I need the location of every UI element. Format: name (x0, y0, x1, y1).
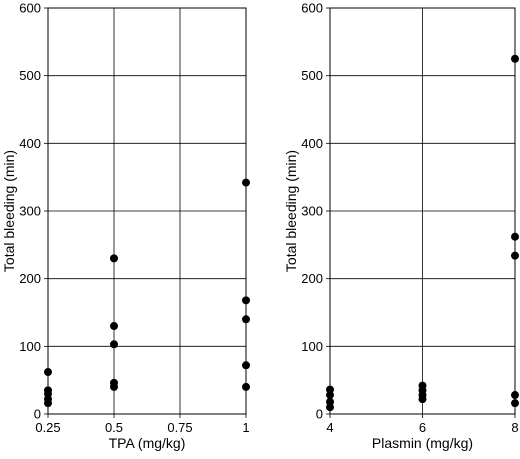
tpa-y-tick-label: 400 (19, 136, 41, 151)
plasmin-y-tick-label: 500 (301, 68, 323, 83)
tpa-data-point (110, 340, 118, 349)
tpa-data-point (110, 322, 118, 331)
plasmin-plot-frame (329, 7, 516, 415)
tpa-y-tick-label: 600 (19, 1, 41, 16)
tpa-y-tick-label: 500 (19, 68, 41, 83)
plasmin-data-point (511, 391, 519, 400)
tpa-data-point (242, 361, 250, 370)
plasmin-data-point (418, 395, 427, 404)
tpa-data-point (44, 399, 52, 408)
tpa-data-point (242, 382, 250, 391)
tpa-data-point (242, 315, 250, 324)
tpa-y-axis-label: Total bleeding (min) (1, 150, 17, 272)
tpa-y-tick-label: 100 (19, 339, 41, 354)
plasmin-scatter-panel: 0 100 200 300 400 500 600 4 6 8 Plasmin (mg/kg) Tot… (283, 1, 519, 451)
tpa-data-point (110, 382, 118, 391)
plasmin-y-tick-label: 400 (301, 136, 323, 151)
tpa-data-point (110, 254, 118, 263)
plasmin-x-tick-label: 6 (419, 420, 426, 435)
plasmin-data-point (511, 232, 519, 241)
tpa-scatter-panel: 0 100 200 300 400 500 600 0.25 0.5 0.75 1 TPA (mg/k… (1, 1, 250, 451)
plasmin-data-point (511, 399, 519, 408)
plasmin-data-point (511, 251, 519, 260)
tpa-data-point (242, 296, 250, 305)
tpa-data-point (44, 368, 52, 377)
plasmin-y-tick-label: 200 (301, 271, 323, 286)
plasmin-y-tick-label: 600 (301, 1, 323, 16)
tpa-x-tick-label: 0.75 (167, 420, 192, 435)
plasmin-data-point (326, 403, 334, 412)
plasmin-y-tick-label: 300 (301, 204, 323, 219)
plasmin-x-tick-label: 8 (511, 420, 518, 435)
plasmin-data-point (326, 391, 334, 400)
plasmin-y-tick-label: 100 (301, 339, 323, 354)
plasmin-y-axis-label: Total bleeding (min) (283, 150, 299, 272)
tpa-x-axis-label: TPA (mg/kg) (109, 435, 186, 451)
tpa-x-tick-label: 1 (242, 420, 249, 435)
tpa-y-tick-label: 0 (34, 407, 41, 422)
plasmin-x-tick-label: 4 (326, 420, 333, 435)
plasmin-x-axis-label: Plasmin (mg/kg) (372, 435, 473, 451)
plasmin-y-tick-label: 0 (316, 407, 323, 422)
tpa-y-tick-label: 300 (19, 204, 41, 219)
tpa-data-point (242, 178, 250, 187)
tpa-y-tick-label: 200 (19, 271, 41, 286)
plasmin-data-point (511, 54, 519, 63)
tpa-x-tick-label: 0.25 (35, 420, 60, 435)
tpa-x-tick-label: 0.5 (105, 420, 123, 435)
tpa-plot-frame (47, 7, 247, 415)
